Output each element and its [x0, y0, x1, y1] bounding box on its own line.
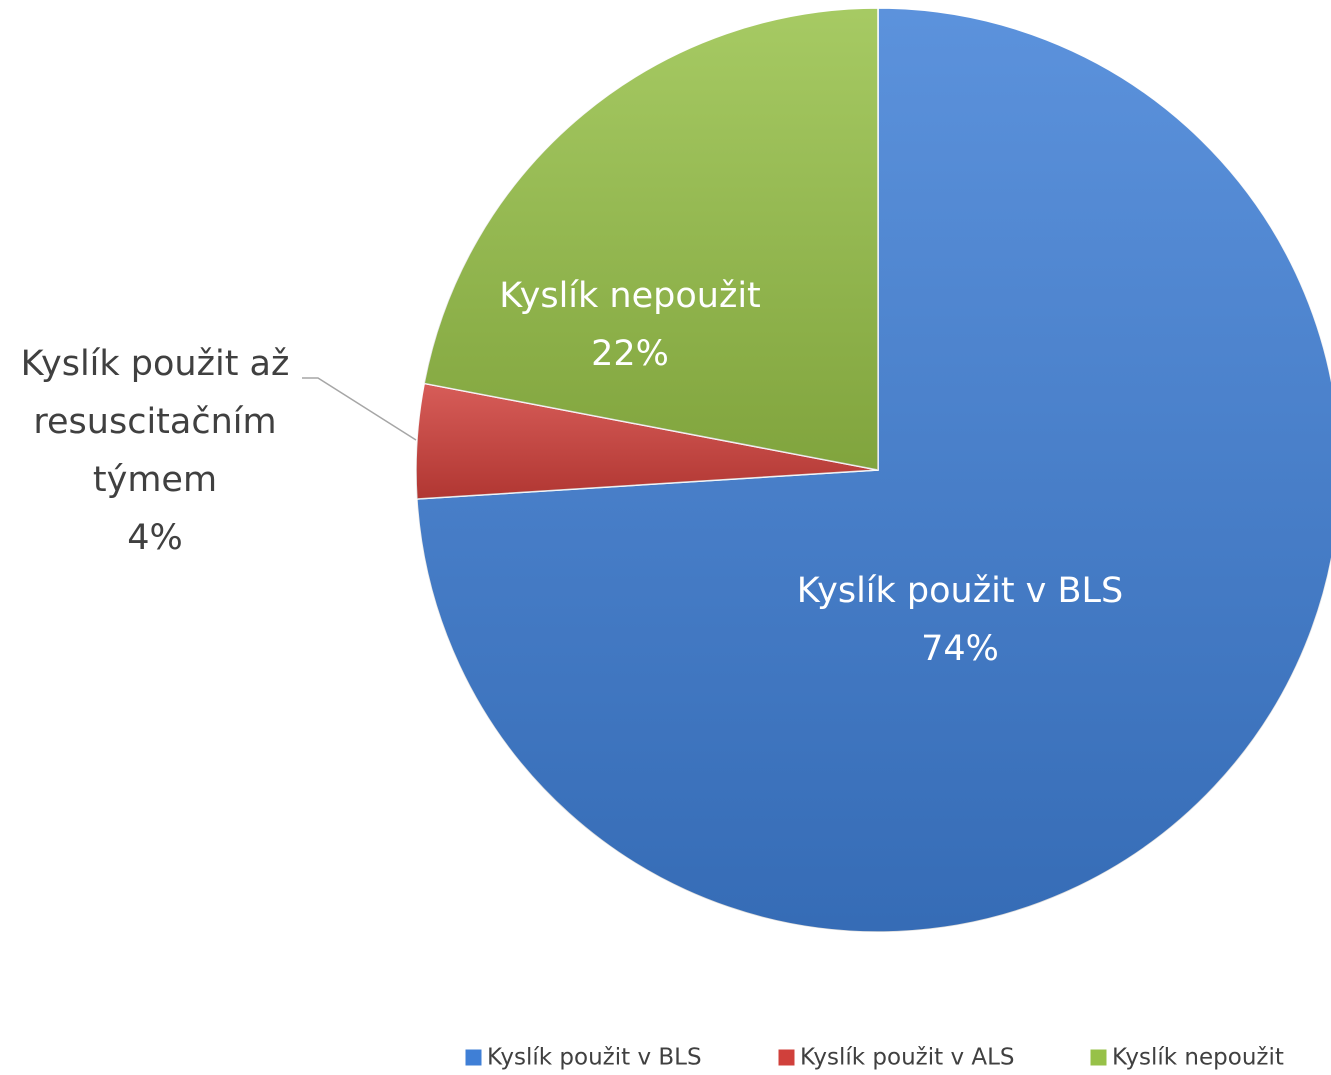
legend-swatch	[777, 1048, 796, 1067]
value-label: 4%	[127, 518, 183, 558]
pie	[415, 7, 1331, 933]
slice-label: Kyslík použit až	[21, 344, 290, 384]
leader-line	[302, 377, 417, 441]
legend-swatch	[1089, 1048, 1108, 1067]
slice-label: Kyslík použit v BLS	[797, 571, 1124, 611]
slice-label: Kyslík nepoužit	[499, 276, 761, 316]
value-label: 74%	[921, 629, 999, 669]
legend-label: Kyslík nepoužit	[1112, 1045, 1284, 1071]
legend: Kyslík použit v BLS Kyslík použit v ALS Ky…	[464, 1045, 1284, 1071]
legend-label: Kyslík použit v BLS	[487, 1045, 702, 1071]
legend-label: Kyslík použit v ALS	[800, 1045, 1015, 1071]
slice-label: resuscitačním	[33, 402, 276, 442]
legend-swatch	[464, 1048, 483, 1067]
data-labels: Kyslík použit v BLS 74% Kyslík použit až re…	[21, 276, 1124, 669]
value-label: 22%	[591, 334, 669, 374]
slice-label: týmem	[93, 460, 217, 500]
